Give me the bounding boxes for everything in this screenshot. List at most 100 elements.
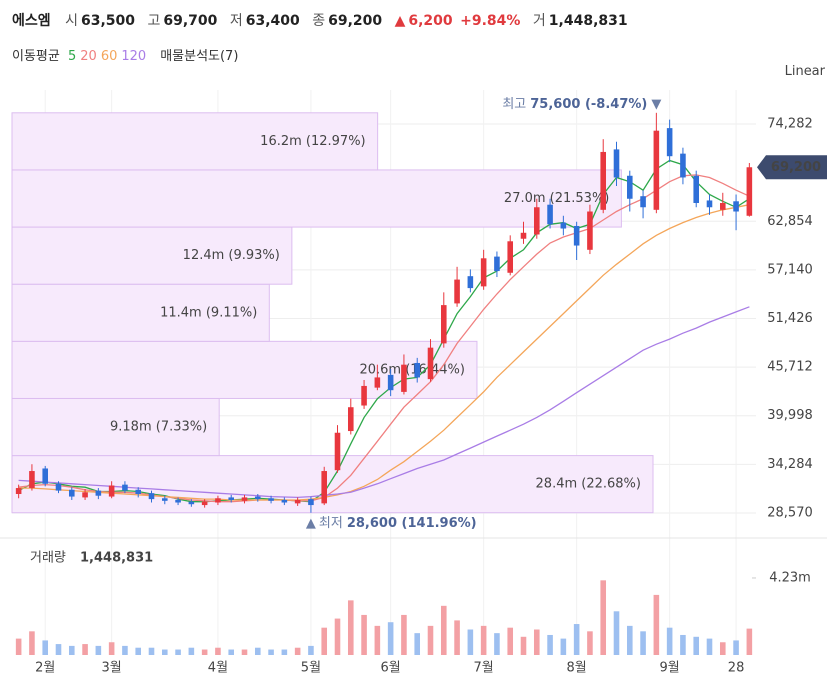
volume-profile-label: 16.2m (12.97%) <box>260 134 365 149</box>
y-tick-label: 34,284 <box>767 457 813 472</box>
volume-bar <box>680 634 686 655</box>
volume-bar <box>560 638 567 655</box>
candle-body <box>719 202 726 210</box>
candle-body <box>82 492 88 498</box>
volume-bar <box>467 629 474 655</box>
volume-bar <box>308 645 314 655</box>
candle-body <box>29 471 35 489</box>
candle-body <box>507 241 514 273</box>
volume-bar <box>55 644 62 655</box>
volume-profile-label: 11.4m (9.11%) <box>160 305 257 320</box>
volume-bar <box>414 633 421 655</box>
candle-body <box>387 374 394 391</box>
candle-body <box>42 468 49 484</box>
volume-bar <box>175 649 181 655</box>
volume-bar <box>241 649 248 655</box>
candle-body <box>228 497 235 500</box>
candle-body <box>374 377 381 388</box>
volume-bar <box>587 631 593 655</box>
legend-entry[interactable]: 5 <box>67 49 77 64</box>
y-tick-label: 28,570 <box>767 505 813 520</box>
candle-body <box>547 204 553 225</box>
volume-bar <box>613 611 620 655</box>
volume-bar <box>29 631 35 655</box>
candle-body <box>268 498 274 501</box>
volume-bar <box>347 600 354 655</box>
volume-bar <box>321 627 328 655</box>
min-annotation: ▲ 최저 28,600 (141.96%) <box>306 516 477 531</box>
volume-bar <box>733 640 739 655</box>
volume-bar <box>427 625 434 655</box>
legend-entry[interactable]: 매물분석도(7) <box>160 49 239 64</box>
volume-profile-label: 9.18m (7.33%) <box>110 420 207 435</box>
volume-bar <box>108 642 115 655</box>
volume-bar <box>268 649 274 655</box>
legend-entry[interactable]: 60 <box>100 49 118 64</box>
candle-body <box>626 175 633 199</box>
x-tick-label: 4월 <box>208 661 228 676</box>
candle-body <box>520 232 527 239</box>
y-tick-label: 62,854 <box>767 214 813 229</box>
volume-bar <box>334 618 341 655</box>
volume-bar <box>95 645 102 655</box>
volume-bar <box>520 636 527 655</box>
volume-bar <box>600 580 607 655</box>
y-tick-label: 51,426 <box>767 311 813 326</box>
volume-profile-label: 20.6m (16.44%) <box>359 362 464 377</box>
volume-profile-bar <box>11 340 478 399</box>
volume-bar <box>480 625 487 655</box>
volume-bar <box>161 649 168 655</box>
legend-entry[interactable]: 120 <box>121 49 147 64</box>
volume-bar <box>361 614 367 655</box>
candle-body <box>135 489 142 495</box>
volume-profile-label: 27.0m (21.53%) <box>504 191 609 206</box>
volume-bar <box>42 640 49 655</box>
volume-bar <box>706 638 713 655</box>
x-tick-label: 3월 <box>102 661 122 676</box>
volume-bar <box>719 642 726 655</box>
legend: 이동평균 5 20 60 120 매물분석도(7) <box>12 45 242 64</box>
candle-body <box>308 499 314 506</box>
annotation-value: 28,600 (141.96%) <box>347 516 477 531</box>
y-tick-label: 74,282 <box>767 117 813 132</box>
candle-body <box>613 149 620 178</box>
change-amount: 6,200 <box>408 13 453 29</box>
candle-body <box>573 225 580 246</box>
annotation-label: 최저 <box>319 516 343 531</box>
legend-entry[interactable]: 20 <box>80 49 97 64</box>
volume-bar <box>401 614 407 655</box>
x-tick-label: 5월 <box>301 661 321 676</box>
candle-body <box>347 407 354 432</box>
field-value: 1,448,831 <box>548 13 628 29</box>
candle-body <box>294 499 301 504</box>
x-tick-label: 2월 <box>35 661 55 676</box>
volume-profile-label: 12.4m (9.93%) <box>183 248 280 263</box>
volume-profile-label: 28.4m (22.68%) <box>536 477 641 492</box>
candle-body <box>201 501 208 506</box>
x-tick-label: 6월 <box>381 661 401 676</box>
volume-bar <box>68 645 75 655</box>
candle-body <box>334 432 341 471</box>
moving-average-line <box>18 204 750 501</box>
candle-body <box>640 196 646 208</box>
field-label: 고 <box>147 13 161 29</box>
volume-bar <box>507 627 514 655</box>
y-tick-label: 45,712 <box>767 360 813 375</box>
candle-body <box>122 484 128 491</box>
candle-body <box>467 276 474 289</box>
volume-value: 1,448,831 <box>80 551 153 566</box>
volume-bar <box>135 647 142 655</box>
volume-bar <box>547 634 553 655</box>
max-annotation: 최고 75,600 (-8.47%) ▼ <box>502 97 661 112</box>
candle-body <box>215 498 221 503</box>
candle-body <box>281 499 288 503</box>
candle-body <box>95 490 102 496</box>
candle-body <box>175 499 181 503</box>
field-value: 69,200 <box>328 13 383 29</box>
volume-bar <box>281 649 288 655</box>
candle-body <box>666 128 673 157</box>
volume-bar <box>640 631 646 655</box>
scale-mode[interactable]: Linear <box>784 64 825 79</box>
field-label: 종 <box>312 13 326 29</box>
volume-bar <box>653 594 660 655</box>
